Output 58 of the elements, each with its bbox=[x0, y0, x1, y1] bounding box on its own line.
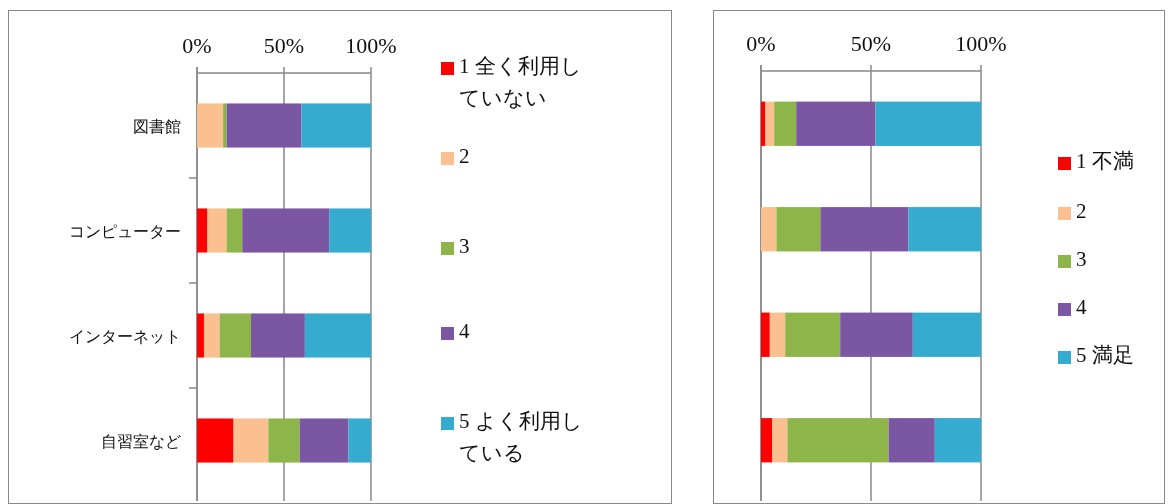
bar bbox=[299, 418, 349, 463]
legend-label: 1 不満 bbox=[1076, 148, 1134, 175]
bar bbox=[250, 313, 305, 358]
bar bbox=[840, 312, 913, 357]
legend-label: 5 よく利用している bbox=[459, 408, 584, 467]
legend-label: 2 bbox=[459, 143, 470, 170]
bar bbox=[348, 418, 371, 463]
bar bbox=[219, 313, 251, 358]
bar bbox=[301, 103, 371, 148]
bar bbox=[934, 418, 981, 463]
bar bbox=[233, 418, 269, 463]
y-tick-label: コンピューター bbox=[69, 221, 181, 241]
y-tick-label: 自習室など bbox=[101, 431, 181, 451]
legend-label: 3 bbox=[459, 233, 470, 260]
x-tick-label: 50% bbox=[850, 31, 892, 56]
x-tick-label: 0% bbox=[746, 31, 776, 56]
bar bbox=[761, 418, 772, 463]
bar bbox=[765, 101, 775, 146]
bar bbox=[197, 103, 224, 148]
bar bbox=[796, 101, 876, 146]
legend-label: 3 bbox=[1076, 246, 1087, 273]
legend-label: 2 bbox=[1076, 198, 1087, 225]
legend-label: 5 満足 bbox=[1076, 342, 1134, 369]
bar bbox=[226, 103, 302, 148]
bar bbox=[769, 312, 786, 357]
bar bbox=[226, 208, 243, 253]
bar bbox=[776, 207, 821, 252]
x-tick-label: 100% bbox=[955, 31, 1007, 56]
legend-label: 4 bbox=[459, 318, 470, 345]
bar bbox=[329, 208, 371, 253]
legend-label: 1 全く利用していない bbox=[459, 53, 583, 112]
legend-label: 4 bbox=[1076, 294, 1087, 321]
x-tick-label: 100% bbox=[345, 33, 397, 58]
bar bbox=[888, 418, 935, 463]
bar bbox=[761, 101, 766, 146]
bar bbox=[761, 312, 770, 357]
x-tick-label: 50% bbox=[263, 33, 305, 58]
bar bbox=[197, 208, 208, 253]
bar bbox=[197, 418, 234, 463]
bar bbox=[774, 101, 797, 146]
bar bbox=[761, 207, 777, 252]
bar bbox=[197, 313, 204, 358]
y-tick-label: 図書館 bbox=[133, 116, 181, 136]
bar bbox=[785, 312, 841, 357]
bar bbox=[875, 101, 981, 146]
bar bbox=[242, 208, 330, 253]
bar bbox=[223, 103, 227, 148]
bar bbox=[912, 312, 981, 357]
bar bbox=[268, 418, 300, 463]
bar bbox=[772, 418, 788, 463]
bar bbox=[207, 208, 227, 253]
bar bbox=[787, 418, 889, 463]
bar bbox=[304, 313, 371, 358]
x-tick-label: 0% bbox=[182, 33, 212, 58]
bar bbox=[820, 207, 909, 252]
bar bbox=[908, 207, 981, 252]
bar bbox=[203, 313, 220, 358]
y-tick-label: インターネット bbox=[69, 326, 181, 346]
